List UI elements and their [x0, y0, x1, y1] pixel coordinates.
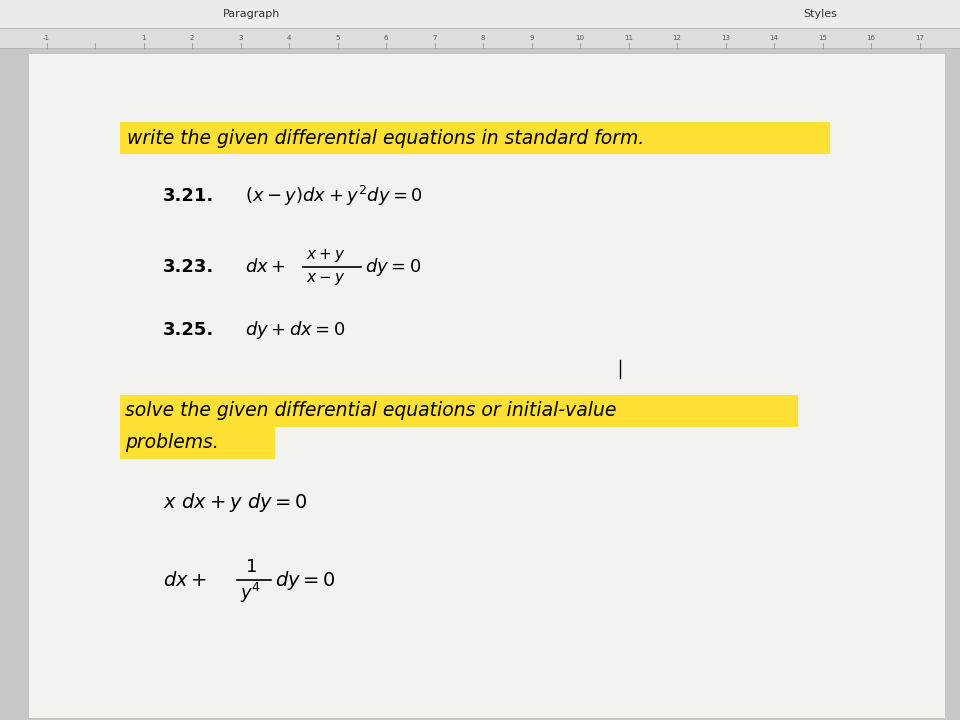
Text: $dy = 0$: $dy = 0$ — [365, 256, 421, 278]
Text: 6: 6 — [384, 35, 388, 41]
Text: 3.25.: 3.25. — [163, 321, 214, 339]
Text: solve the given differential equations or initial-value: solve the given differential equations o… — [125, 402, 616, 420]
Text: $1$: $1$ — [245, 558, 256, 576]
Bar — [0, 28, 960, 48]
Text: 3.23.: 3.23. — [163, 258, 214, 276]
Text: $dx +$: $dx +$ — [163, 570, 207, 590]
Text: $x - y$: $x - y$ — [306, 271, 346, 287]
Text: write the given differential equations in standard form.: write the given differential equations i… — [127, 128, 644, 148]
Text: $dy + dx = 0$: $dy + dx = 0$ — [245, 319, 346, 341]
Text: 8: 8 — [481, 35, 485, 41]
Bar — [120, 122, 830, 154]
Text: $x\ dx + y\ dy = 0$: $x\ dx + y\ dy = 0$ — [163, 490, 308, 513]
Text: 1: 1 — [141, 35, 146, 41]
Text: 5: 5 — [335, 35, 340, 41]
Text: 16: 16 — [867, 35, 876, 41]
Text: Paragraph: Paragraph — [224, 9, 280, 19]
Bar — [120, 395, 798, 427]
Text: 3: 3 — [238, 35, 243, 41]
Text: $(x-y)dx + y^2dy = 0$: $(x-y)dx + y^2dy = 0$ — [245, 184, 422, 208]
Text: $dy = 0$: $dy = 0$ — [275, 569, 336, 592]
Bar — [0, 0, 960, 28]
Text: 3.21.: 3.21. — [163, 187, 214, 205]
Text: problems.: problems. — [125, 433, 219, 452]
Text: 4: 4 — [287, 35, 291, 41]
Text: $dx +$: $dx +$ — [245, 258, 286, 276]
Text: 7: 7 — [432, 35, 437, 41]
Bar — [120, 427, 275, 459]
Text: 15: 15 — [818, 35, 827, 41]
Text: Styles: Styles — [804, 9, 837, 19]
Text: 17: 17 — [915, 35, 924, 41]
Text: 14: 14 — [770, 35, 779, 41]
Text: $x + y$: $x + y$ — [306, 248, 346, 264]
Text: 11: 11 — [624, 35, 633, 41]
Text: 9: 9 — [529, 35, 534, 41]
Text: 10: 10 — [575, 35, 585, 41]
Text: -1: -1 — [43, 35, 50, 41]
Text: $y^4$: $y^4$ — [240, 581, 261, 605]
Text: 13: 13 — [721, 35, 730, 41]
Text: 2: 2 — [190, 35, 194, 41]
Text: 12: 12 — [673, 35, 682, 41]
